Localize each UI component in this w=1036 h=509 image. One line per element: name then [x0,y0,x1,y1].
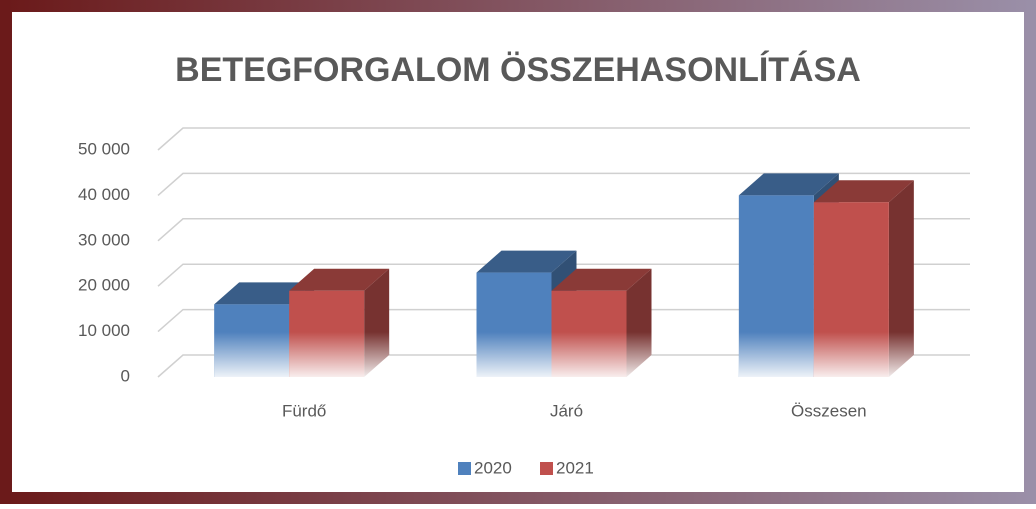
bar-top [813,180,914,203]
legend-label: 2020 [474,458,512,477]
grid-line [157,308,970,333]
grid-line [157,127,970,151]
bar-reflection [289,332,390,377]
y-tick-label: 40 000 [78,185,130,204]
legend-swatch [540,462,553,475]
grid-line [157,263,970,287]
grid-line [157,218,970,242]
bar-top [738,173,839,196]
bar-top [476,250,577,273]
y-tick-label: 30 000 [78,230,130,249]
bar-reflection [813,332,914,377]
legend-swatch [458,462,471,475]
y-tick-label: 10 000 [78,321,130,340]
x-tick-label: Fürdő [282,401,326,420]
bar-reflection [551,332,652,377]
chart-title: BETEGFORGALOM ÖSSZEHASONLÍTÁSA [175,51,861,89]
legend-label: 2021 [556,458,594,477]
bar-top [289,268,390,291]
x-tick-label: Összesen [791,401,867,420]
grid-line [157,172,970,196]
y-tick-label: 50 000 [78,139,130,158]
grid-line [157,354,970,378]
y-tick-label: 20 000 [78,276,130,295]
bar-top [551,268,652,291]
bar-side [888,180,914,377]
x-tick-label: Járó [550,401,583,420]
y-tick-label: 0 [121,366,130,385]
